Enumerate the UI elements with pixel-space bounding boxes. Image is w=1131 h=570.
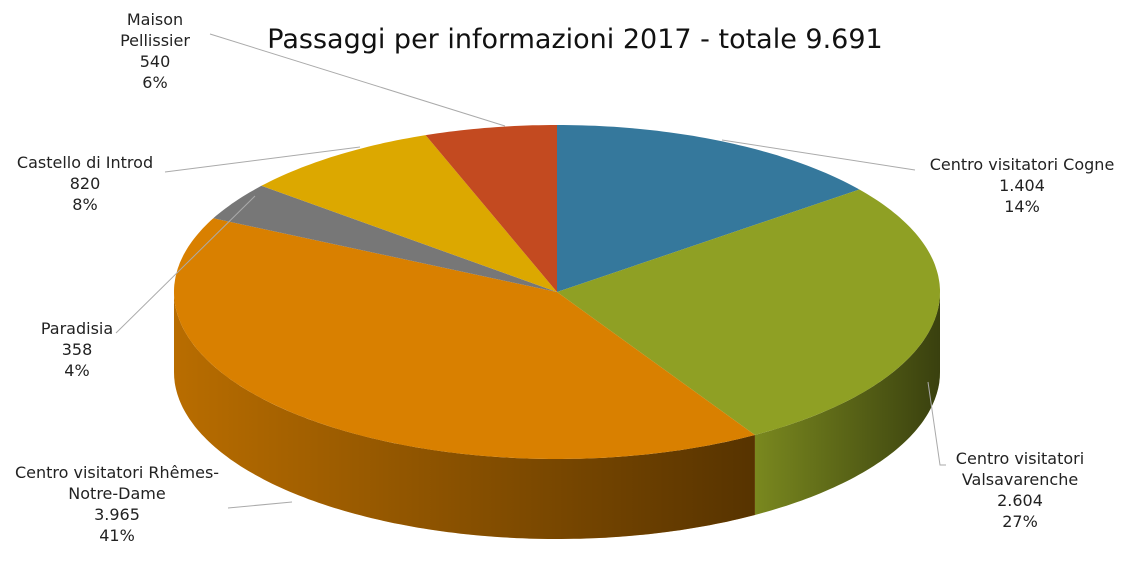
value-label: 2.604 — [997, 491, 1043, 510]
percent-label: 4% — [64, 361, 90, 380]
leader-line — [927, 381, 946, 466]
slice — [425, 125, 557, 292]
category-label: Paradisia — [40, 319, 114, 338]
leader-line — [721, 139, 916, 171]
value-label: 1.404 — [999, 176, 1045, 195]
leader-line — [227, 501, 293, 509]
data-label: Castello di Introd 820 8% — [0, 152, 170, 215]
slice — [261, 135, 557, 292]
data-label: Paradisia 358 4% — [27, 318, 127, 381]
category-label: Centro visitatori Rhêmes-Notre-Dame — [14, 463, 220, 503]
slice — [213, 185, 558, 292]
percent-label: 41% — [99, 526, 135, 545]
slice — [174, 218, 755, 459]
percent-label: 14% — [1004, 197, 1040, 216]
category-label: Centro visitatori Valsavarenche — [955, 449, 1085, 489]
percent-label: 27% — [1002, 512, 1038, 531]
value-label: 358 — [61, 340, 93, 359]
data-label: Maison Pellissier 540 6% — [110, 9, 200, 93]
category-label: Centro visitatori Cogne — [929, 155, 1115, 174]
chart-title: Passaggi per informazioni 2017 - totale … — [267, 24, 883, 55]
value-label: 3.965 — [94, 505, 140, 524]
leader-line — [164, 146, 361, 173]
data-label: Centro visitatori Cogne 1.404 14% — [912, 154, 1131, 217]
value-label: 540 — [139, 52, 171, 71]
percent-label: 8% — [72, 195, 98, 214]
slice — [557, 125, 860, 292]
leader-line — [115, 195, 256, 334]
leader-line — [209, 33, 506, 127]
percent-label: 6% — [142, 73, 168, 92]
slice-side-shade — [174, 292, 755, 539]
category-label: Castello di Introd — [16, 153, 154, 172]
category-label: Maison Pellissier — [120, 10, 190, 50]
slice — [557, 189, 940, 435]
slice-side-shade — [754, 292, 940, 515]
value-label: 820 — [69, 174, 101, 193]
data-label: Centro visitatori Valsavarenche 2.604 27% — [940, 448, 1100, 532]
data-label: Centro visitatori Rhêmes-Notre-Dame 3.965… — [12, 462, 222, 546]
